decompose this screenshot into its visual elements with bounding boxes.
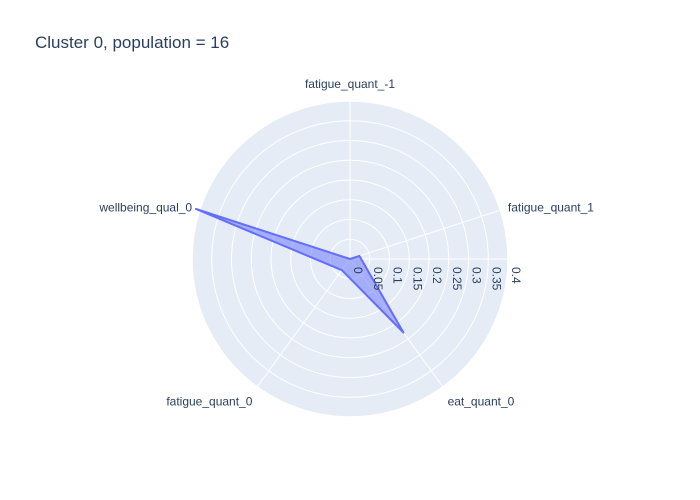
radial-tick-label: 0.15 bbox=[410, 267, 424, 291]
radial-tick-label: 0.2 bbox=[430, 267, 444, 284]
radial-tick-label: 0.3 bbox=[470, 267, 484, 284]
chart-title: Cluster 0, population = 16 bbox=[35, 33, 230, 52]
radial-tick-label: 0.1 bbox=[391, 267, 405, 284]
series-area bbox=[195, 208, 405, 334]
radial-tick-label: 0.4 bbox=[509, 267, 523, 284]
grid-spoke bbox=[256, 258, 351, 388]
radial-tick-label: 0.05 bbox=[371, 267, 385, 291]
radial-tick-label: 0 bbox=[351, 267, 365, 274]
angular-axis-labels: fatigue_quant_-1 fatigue_quant_1 eat_quant… bbox=[98, 77, 594, 408]
axis-label-fatigue_quant_-1: fatigue_quant_-1 bbox=[305, 77, 395, 91]
axis-label-wellbeing_qual_0: wellbeing_qual_0 bbox=[98, 201, 192, 215]
radial-tick-label: 0.25 bbox=[450, 267, 464, 291]
series-layer bbox=[195, 208, 405, 334]
grid-spoke bbox=[349, 209, 501, 260]
radial-tick-label: 0.35 bbox=[489, 267, 503, 291]
axis-label-fatigue_quant_1: fatigue_quant_1 bbox=[508, 201, 594, 215]
radial-tick-labels: 0 0.05 0.1 0.15 0.2 0.25 0.3 0.35 0.4 bbox=[351, 267, 523, 291]
axis-label-eat_quant_0: eat_quant_0 bbox=[448, 394, 515, 408]
axis-label-fatigue_quant_0: fatigue_quant_0 bbox=[166, 394, 252, 408]
